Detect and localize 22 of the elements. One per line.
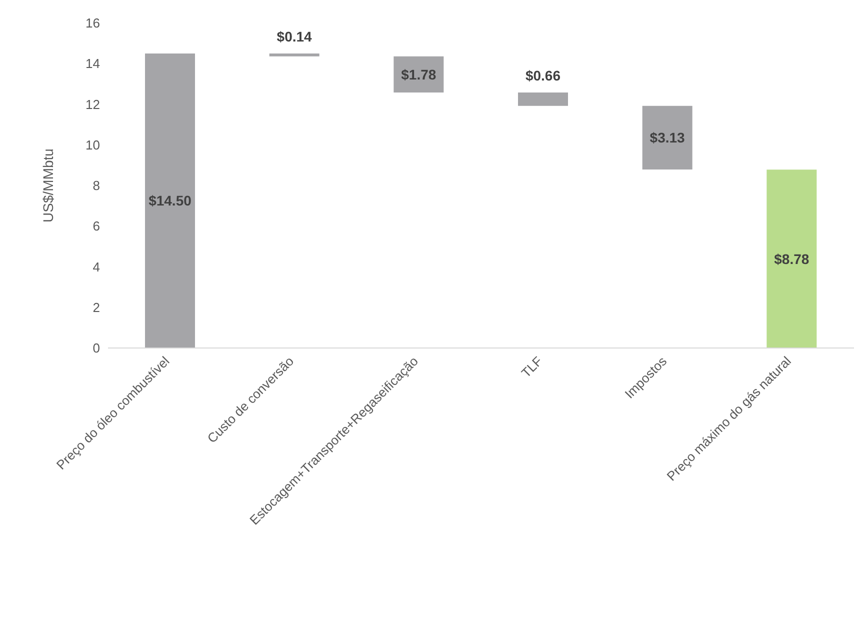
bar [269,53,320,56]
y-tick-label: 2 [92,300,100,315]
y-tick-label: 0 [92,340,100,356]
y-tick-label: 16 [86,16,100,31]
y-axis-title: US$/MMbtu [40,148,56,222]
y-tick-label: 12 [86,96,100,112]
bar [766,170,817,348]
data-label: $14.50 [148,192,192,209]
data-label: $8.78 [774,250,810,267]
y-tick-label: 4 [92,259,100,274]
y-tick-label: 8 [92,178,100,194]
data-label: $0.66 [525,67,561,84]
y-tick-label: 10 [86,137,100,152]
x-tick-label: TLF [518,353,546,380]
y-tick-label: 6 [92,218,100,234]
bar [518,92,568,106]
y-tick-label: 14 [86,56,100,72]
data-label: $0.14 [276,28,312,44]
data-label: $3.13 [650,130,686,146]
data-label: $1.78 [401,66,436,82]
bar [642,106,692,170]
bar [145,53,195,348]
